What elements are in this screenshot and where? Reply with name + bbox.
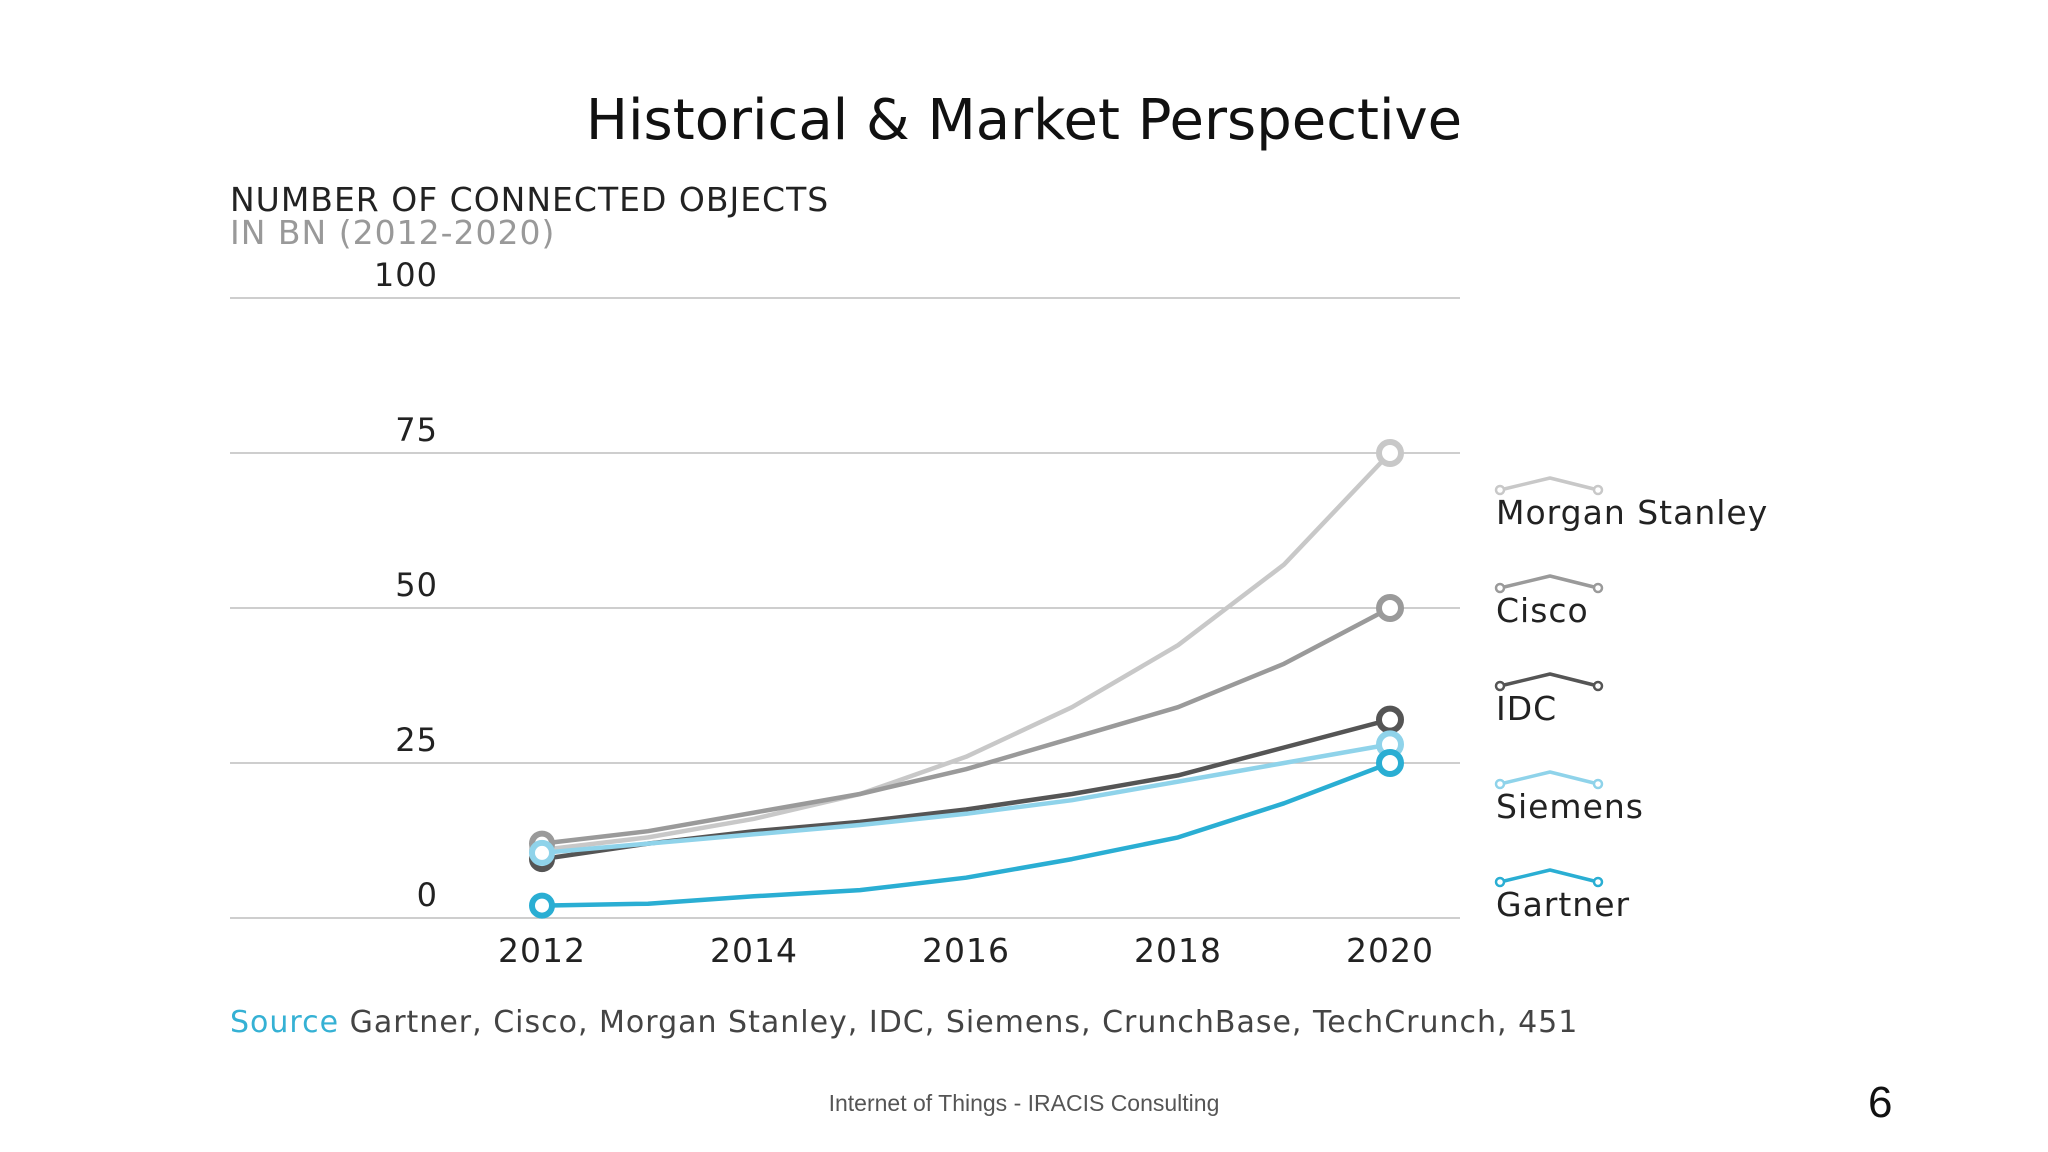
legend: Morgan Stanley Cisco IDC Siemens Gartner [1494,476,1768,924]
y-tick-label-25: 25 [395,721,438,759]
y-tick-label-100: 100 [374,256,438,294]
legend-entry-idc: IDC [1494,672,1604,728]
y-axis-tick-labels: 0 25 50 75 100 [374,256,438,914]
legend-entry-cisco: Cisco [1494,574,1604,630]
y-tick-label-75: 75 [395,411,438,449]
slide-title: Historical & Market Perspective [585,88,1463,153]
legend-symbol-start-idc [1494,680,1506,692]
legend-symbol-cisco [1499,574,1599,590]
source-label: Source [230,1005,340,1040]
source-text: Gartner, Cisco, Morgan Stanley, IDC, Sie… [339,1005,1579,1040]
legend-symbol-start-morgan-stanley [1494,484,1506,496]
legend-symbol-siemens [1499,770,1599,786]
legend-symbol-end-morgan-stanley [1592,484,1604,496]
x-tick-label-2016: 2016 [922,931,1010,970]
chart-title: NUMBER OF CONNECTED OBJECTS [230,180,830,219]
legend-symbol-end-gartner [1592,876,1604,888]
legend-symbol-end-idc [1592,680,1604,692]
series-lines [529,439,1404,919]
series-line-idc [539,717,1393,862]
page-number: 6 [1868,1078,1893,1127]
start-point-gartner [529,892,555,919]
series-line-cisco [539,605,1393,846]
legend-label-gartner: Gartner [1496,885,1630,924]
series-line-siemens [539,742,1393,856]
legend-label-siemens: Siemens [1496,787,1644,826]
source-line: Source Gartner, Cisco, Morgan Stanley, I… [230,1005,1578,1040]
legend-symbol-gartner [1499,868,1599,884]
start-point-siemens [529,839,555,866]
end-point-cisco [1376,594,1404,622]
grid-lines [230,297,1460,919]
legend-label-cisco: Cisco [1496,591,1589,630]
x-tick-label-2020: 2020 [1346,931,1434,970]
y-tick-label-0: 0 [417,876,438,914]
series-line-gartner [539,760,1393,908]
legend-symbol-end-siemens [1592,778,1604,790]
legend-entry-gartner: Gartner [1494,868,1630,924]
end-point-morgan-stanley [1376,439,1404,467]
legend-entry-siemens: Siemens [1494,770,1644,826]
legend-symbol-start-siemens [1494,778,1506,790]
x-axis-tick-labels: 2012 2014 2016 2018 2020 [498,931,1434,970]
legend-symbol-start-gartner [1494,876,1506,888]
end-point-idc [1376,705,1404,734]
chart-subtitle: IN BN (2012-2020) [230,213,556,252]
end-point-gartner [1376,749,1404,777]
x-tick-label-2014: 2014 [710,931,798,970]
legend-symbol-end-cisco [1592,582,1604,594]
legend-label-morgan-stanley: Morgan Stanley [1496,493,1768,532]
legend-symbol-start-cisco [1494,582,1506,594]
legend-label-idc: IDC [1496,689,1557,728]
legend-entry-morgan-stanley: Morgan Stanley [1494,476,1768,532]
footer-text: Internet of Things - IRACIS Consulting [828,1090,1220,1116]
x-tick-label-2012: 2012 [498,931,586,970]
y-tick-label-50: 50 [395,566,438,604]
legend-symbol-idc [1499,672,1599,688]
series-line-morgan-stanley [539,450,1393,853]
legend-symbol-morgan-stanley [1499,476,1599,492]
x-tick-label-2018: 2018 [1134,931,1222,970]
